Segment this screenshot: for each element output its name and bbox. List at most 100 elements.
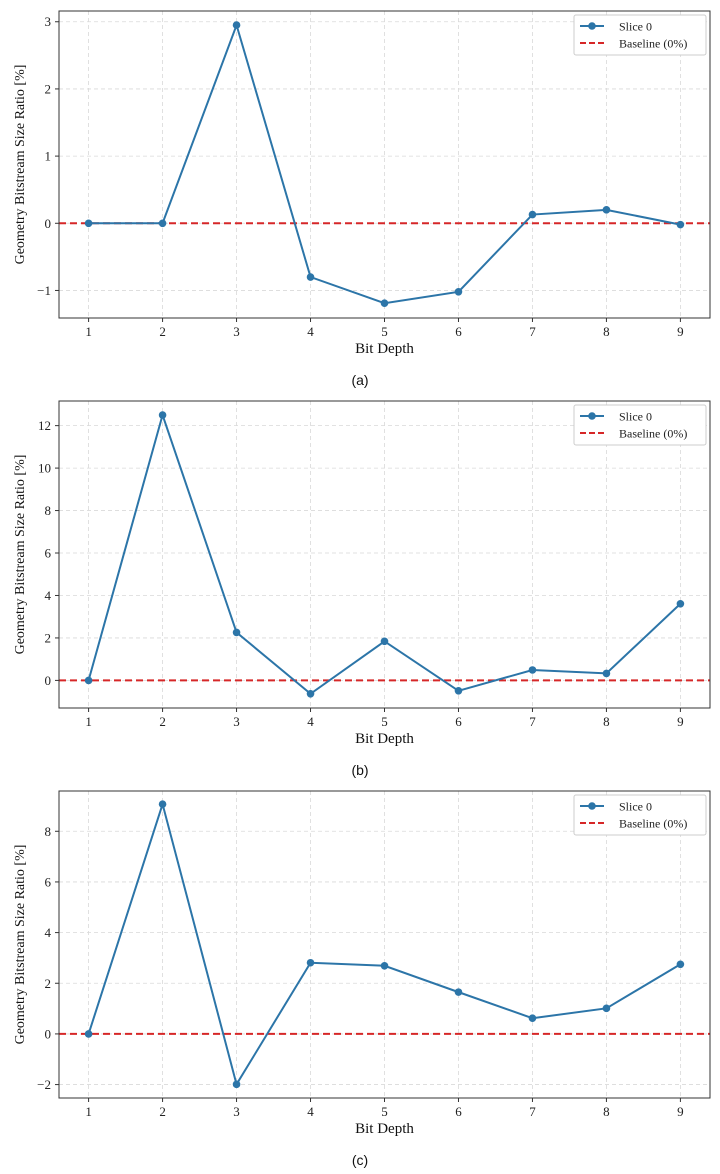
y-tick-label: 12	[38, 418, 51, 433]
x-tick-label: 8	[603, 714, 610, 729]
y-tick-label: 4	[45, 588, 52, 603]
slice-0-point	[528, 666, 537, 674]
y-tick-label: 0	[45, 1026, 52, 1041]
x-tick-label: 3	[233, 324, 240, 339]
x-tick-label: 9	[677, 1104, 684, 1119]
chart-1: 1 2 3 4 5 6 7 8 9 −1 0 1 2 3 Slice 0 Baseline (0%) Bit D…	[13, 10, 711, 388]
x-tick-label: 2	[159, 1104, 166, 1119]
legend-box	[573, 14, 707, 56]
x-axis-label: Bit Depth	[355, 1121, 414, 1137]
slice-0-point	[602, 1004, 611, 1013]
slice-0-point	[454, 288, 463, 296]
subfigure-caption: (c)	[352, 1152, 368, 1168]
slice-0-point	[676, 220, 685, 229]
slice-0-point	[232, 1080, 241, 1089]
y-tick-label: 4	[45, 925, 52, 940]
slice-0-line	[87, 800, 681, 1087]
y-tick-label: 8	[45, 503, 52, 518]
legend-marker-slice-0	[588, 412, 596, 420]
x-tick-label: 9	[677, 324, 684, 339]
slice-0-point	[380, 637, 389, 646]
x-tick-label: 4	[307, 1104, 314, 1119]
x-tick-label: 5	[381, 1104, 388, 1119]
x-tick-label: 7	[529, 1104, 536, 1119]
y-tick-label: 0	[45, 216, 52, 231]
plot-frame	[58, 400, 711, 709]
slice-0-point	[676, 960, 685, 969]
slice-0-point	[454, 687, 463, 695]
slice-0-point	[676, 599, 685, 608]
x-axis-label: Bit Depth	[355, 341, 414, 357]
legend-label-baseline: Baseline (0%)	[619, 37, 687, 51]
x-tick-label: 4	[307, 714, 314, 729]
legend: Slice 0 Baseline (0%)	[573, 14, 707, 56]
y-tick-label: 0	[45, 673, 52, 688]
y-tick-label: 10	[38, 461, 51, 476]
slice-0-point	[232, 21, 241, 29]
slice-0-line	[87, 411, 682, 696]
legend: Slice 0 Baseline (0%)	[573, 794, 707, 836]
slice-0-point	[306, 689, 315, 698]
y-axis-label: Geometry Bitstream Size Ratio [%]	[13, 455, 28, 655]
chart-3: 1 2 3 4 5 6 7 8 9 −2 0 2 4 6 8 Slice 0 Baseline (0%) Bit …	[13, 790, 711, 1168]
x-tick-label: 6	[455, 714, 462, 729]
x-tick-label: 8	[603, 1104, 610, 1119]
slice-0-point	[158, 800, 167, 808]
slice-0-point	[84, 219, 93, 228]
y-tick-label: −2	[37, 1077, 51, 1092]
x-tick-label: 2	[159, 714, 166, 729]
y-tick-label: 6	[45, 874, 52, 889]
legend-marker-slice-0	[588, 22, 596, 30]
legend-box	[573, 404, 707, 446]
x-tick-label: 7	[529, 714, 536, 729]
legend-marker-slice-0	[588, 802, 596, 810]
legend-label-slice-0: Slice 0	[619, 410, 652, 424]
x-tick-label: 8	[603, 324, 610, 339]
y-tick-label: −1	[37, 283, 51, 298]
x-tick-label: 1	[85, 324, 92, 339]
legend-label-slice-0: Slice 0	[619, 20, 652, 34]
x-tick-label: 1	[85, 1104, 92, 1119]
slice-0-point	[84, 1030, 93, 1038]
y-tick-label: 2	[45, 81, 52, 96]
plot-frame	[58, 10, 711, 319]
legend-label-baseline: Baseline (0%)	[619, 427, 687, 441]
x-tick-label: 6	[455, 324, 462, 339]
slice-0-point	[158, 219, 167, 228]
slice-0-point	[528, 1014, 537, 1023]
slice-0-point	[306, 273, 315, 281]
x-tick-label: 6	[455, 1104, 462, 1119]
slice-0-point	[528, 210, 537, 219]
slice-0-point	[380, 961, 389, 970]
slice-0-point	[602, 206, 611, 214]
y-tick-label: 2	[45, 976, 52, 991]
x-tick-label: 5	[381, 714, 388, 729]
y-tick-label: 3	[45, 14, 52, 29]
y-axis-label: Geometry Bitstream Size Ratio [%]	[13, 65, 28, 265]
slice-0-point	[84, 676, 93, 685]
slice-0-point	[602, 669, 611, 678]
x-tick-label: 9	[677, 714, 684, 729]
slice-0-point	[306, 958, 315, 967]
x-tick-label: 1	[85, 714, 92, 729]
y-tick-label: 1	[45, 149, 52, 164]
y-tick-label: 2	[45, 630, 52, 645]
x-tick-label: 4	[307, 324, 314, 339]
slice-0-point	[232, 628, 241, 637]
slice-0-point	[158, 411, 167, 419]
legend-label-baseline: Baseline (0%)	[619, 817, 687, 831]
x-tick-label: 3	[233, 714, 240, 729]
y-tick-label: 6	[45, 546, 52, 561]
subfigure-caption: (b)	[351, 762, 368, 778]
x-tick-label: 7	[529, 324, 536, 339]
legend: Slice 0 Baseline (0%)	[573, 404, 707, 446]
y-axis-label: Geometry Bitstream Size Ratio [%]	[13, 845, 28, 1045]
plot-frame	[58, 790, 711, 1099]
legend-label-slice-0: Slice 0	[619, 800, 652, 814]
y-tick-label: 8	[45, 824, 52, 839]
x-tick-label: 3	[233, 1104, 240, 1119]
slice-0-point	[380, 299, 389, 308]
slice-0-point	[454, 988, 463, 996]
